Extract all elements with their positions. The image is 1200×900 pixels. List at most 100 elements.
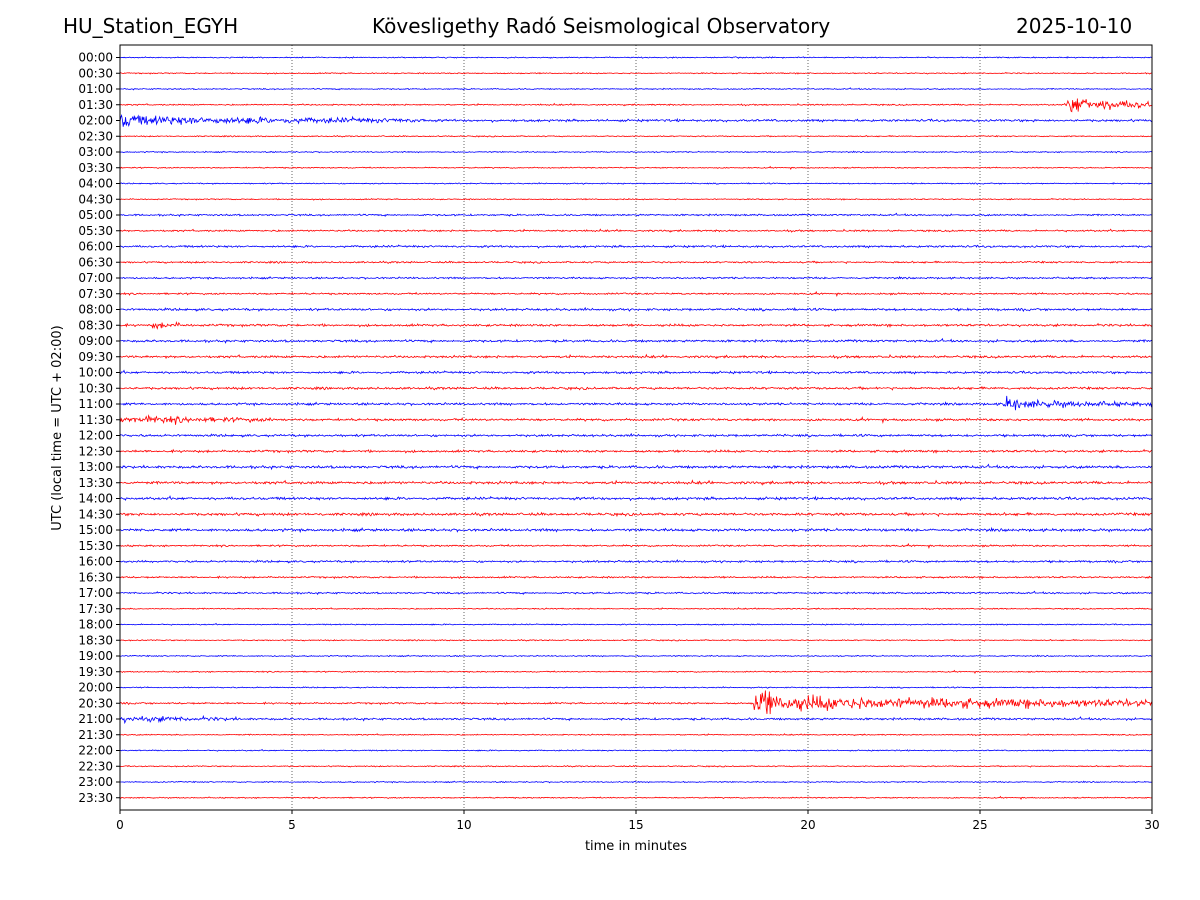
y-tick-label: 05:30: [78, 224, 113, 238]
y-tick-label: 09:00: [78, 334, 113, 348]
y-tick-label: 02:30: [78, 129, 113, 143]
trace-03-30: [119, 165, 1153, 170]
y-tick-label: 20:30: [78, 696, 113, 710]
trace-09-00: [120, 337, 1153, 344]
trace-02-00: [119, 113, 1153, 127]
trace-03-00: [119, 150, 1153, 154]
y-tick-label: 14:00: [78, 492, 113, 506]
trace-06-30: [119, 260, 1153, 265]
station-name: HU_Station_EGYH: [63, 14, 239, 38]
y-tick-label: 12:00: [78, 429, 113, 443]
y-tick-label: 17:00: [78, 586, 113, 600]
trace-21-30: [119, 733, 1153, 737]
y-tick-label: 07:00: [78, 271, 113, 285]
y-tick-label: 11:00: [78, 397, 113, 411]
trace-04-30: [119, 197, 1153, 201]
trace-07-00: [119, 275, 1153, 281]
trace-01-00: [119, 87, 1153, 91]
y-tick-label: 01:00: [78, 82, 113, 96]
y-tick-label: 09:30: [78, 350, 113, 364]
y-tick-label: 04:00: [78, 177, 113, 191]
y-tick-label: 06:00: [78, 240, 113, 254]
trace-23-00: [119, 780, 1153, 784]
trace-14-00: [119, 495, 1153, 502]
trace-19-30: [119, 669, 1153, 674]
trace-11-00: [119, 395, 1153, 411]
y-tick-label: 19:00: [78, 649, 113, 663]
trace-23-30: [119, 795, 1153, 800]
trace-16-00: [119, 559, 1153, 564]
trace-09-30: [119, 353, 1153, 360]
x-axis-ticks: 0 5 10 15 20 25 30: [116, 810, 1160, 832]
trace-10-30: [119, 385, 1153, 391]
trace-18-00: [119, 622, 1153, 626]
y-tick-label: 03:30: [78, 161, 113, 175]
trace-02-30: [119, 135, 1153, 138]
trace-13-00: [119, 463, 1153, 471]
trace-06-00: [119, 244, 1153, 249]
x-tick-label: 0: [116, 818, 124, 832]
y-tick-label: 10:30: [78, 381, 113, 395]
trace-08-30: [119, 320, 1153, 330]
y-tick-label: 00:30: [78, 66, 113, 80]
y-tick-label: 15:00: [78, 523, 113, 537]
y-tick-label: 18:30: [78, 633, 113, 647]
y-tick-label: 23:00: [78, 775, 113, 789]
y-tick-label: 08:30: [78, 318, 113, 332]
y-tick-label: 12:30: [78, 444, 113, 458]
trace-21-00: [119, 714, 1153, 725]
y-tick-label: 21:30: [78, 728, 113, 742]
trace-15-30: [119, 542, 1153, 549]
y-tick-label: 04:30: [78, 192, 113, 206]
trace-16-30: [119, 575, 1153, 580]
trace-08-00: [119, 306, 1153, 312]
y-tick-label: 19:30: [78, 665, 113, 679]
trace-19-00: [119, 654, 1153, 658]
x-tick-label: 10: [456, 818, 471, 832]
y-tick-label: 02:00: [78, 114, 113, 128]
x-tick-label: 30: [1144, 818, 1159, 832]
trace-18-30: [119, 639, 1153, 642]
trace-04-00: [119, 182, 1153, 185]
y-tick-label: 16:30: [78, 570, 113, 584]
x-tick-label: 20: [800, 818, 815, 832]
trace-17-30: [119, 607, 1153, 611]
trace-rows: [119, 56, 1153, 800]
y-tick-label: 16:00: [78, 555, 113, 569]
y-axis-label: UTC (local time = UTC + 02:00): [50, 325, 65, 530]
y-tick-label: 21:00: [78, 712, 113, 726]
trace-22-30: [119, 764, 1153, 768]
trace-01-30: [119, 98, 1153, 113]
y-tick-label: 20:00: [78, 681, 113, 695]
y-tick-label: 13:30: [78, 476, 113, 490]
y-tick-label: 10:00: [78, 366, 113, 380]
trace-20-00: [119, 686, 1153, 689]
y-tick-label: 11:30: [78, 413, 113, 427]
y-tick-label: 15:30: [78, 539, 113, 553]
x-tick-label: 15: [628, 818, 643, 832]
trace-13-30: [119, 479, 1153, 486]
y-tick-label: 22:00: [78, 744, 113, 758]
trace-11-30: [119, 414, 1153, 425]
trace-07-30: [119, 290, 1153, 297]
trace-00-30: [119, 71, 1153, 75]
trace-22-00: [119, 748, 1153, 752]
y-tick-label: 03:00: [78, 145, 113, 159]
x-axis-label: time in minutes: [585, 839, 687, 854]
y-tick-label: 22:30: [78, 759, 113, 773]
date-label: 2025-10-10: [1016, 14, 1133, 38]
page-title: Kövesligethy Radó Seismological Observat…: [372, 14, 831, 38]
trace-05-00: [119, 212, 1153, 218]
trace-05-30: [119, 228, 1153, 233]
trace-12-00: [119, 432, 1153, 438]
y-tick-label: 06:30: [78, 255, 113, 269]
x-tick-label: 25: [972, 818, 987, 832]
y-tick-label: 17:30: [78, 602, 113, 616]
grid-lines: [291, 45, 981, 810]
y-tick-label: 14:30: [78, 507, 113, 521]
y-tick-label: 07:30: [78, 287, 113, 301]
trace-17-00: [119, 590, 1153, 596]
trace-00-00: [119, 56, 1153, 59]
